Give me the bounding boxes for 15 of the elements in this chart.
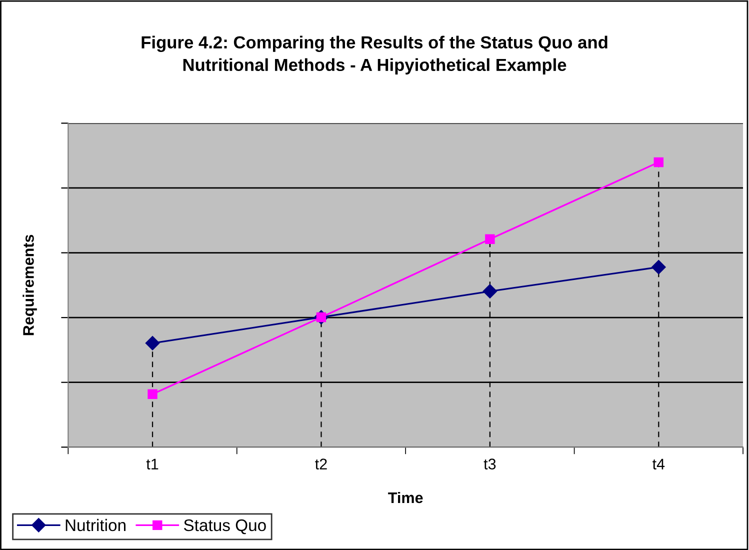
legend-label: Nutrition [66,518,126,532]
point [148,389,158,400]
x-axis-title: Time [388,492,423,504]
point [482,284,498,298]
point [485,234,495,244]
x-tick-label: t3 [484,458,496,470]
point [654,157,664,168]
chart-title: Figure 4.2: Comparing the Results of the Status Quo and Nutritional Methods - A Hipyiothetical Example [142,36,608,74]
x-tick-label: t4 [652,458,665,470]
point [652,260,666,274]
x-tick-label: t2 [315,458,327,470]
y-axis-title: Requirements [22,234,37,336]
point [145,336,160,350]
legend-label: Status Quo [184,519,266,534]
x-tick-label: t1 [146,458,158,470]
